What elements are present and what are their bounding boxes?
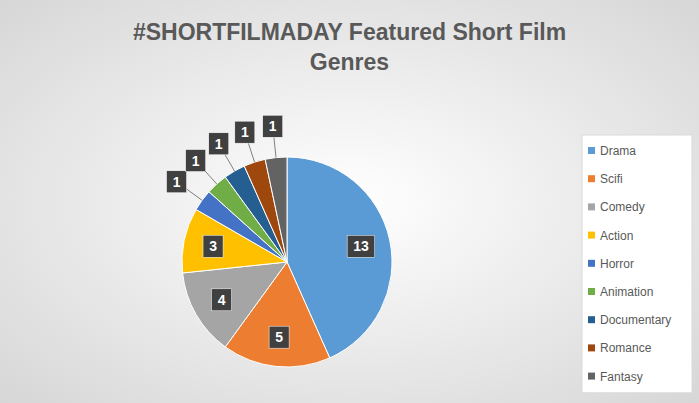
data-label: 1 xyxy=(241,124,249,140)
leader-line xyxy=(248,143,254,162)
legend-box xyxy=(582,135,692,393)
data-label-box xyxy=(263,115,283,137)
legend-swatch xyxy=(588,373,595,380)
data-label-box xyxy=(212,289,232,311)
data-label-box xyxy=(186,150,206,172)
legend-label: Drama xyxy=(600,144,636,158)
data-label-box xyxy=(235,121,255,143)
data-label: 5 xyxy=(275,329,283,345)
legend: Drama Scifi Comedy Action Horror Animation Doc… xyxy=(582,135,692,393)
legend-swatch xyxy=(588,288,595,295)
legend-swatch xyxy=(588,232,595,239)
legend-swatch xyxy=(588,147,595,154)
data-label-box xyxy=(209,133,229,155)
legend-label: Horror xyxy=(600,257,634,271)
legend-label: Comedy xyxy=(600,200,645,214)
data-label: 1 xyxy=(215,136,223,152)
title: #SHORTFILMADAY Featured Short FilmGenres xyxy=(133,19,566,75)
legend-swatch xyxy=(588,344,595,351)
legend-swatch xyxy=(588,260,595,267)
pie xyxy=(182,157,392,367)
chart: #SHORTFILMADAY Featured Short FilmGenres… xyxy=(0,0,699,403)
legend-swatch xyxy=(588,316,595,323)
data-label-box xyxy=(347,235,375,257)
data-label: 4 xyxy=(218,292,226,308)
data-label: 1 xyxy=(173,174,181,190)
background xyxy=(0,0,699,403)
legend-swatch xyxy=(588,203,595,210)
legend-label: Scifi xyxy=(600,172,623,186)
legend-label: Documentary xyxy=(600,313,671,327)
legend-label: Animation xyxy=(600,285,653,299)
legend-label: Action xyxy=(600,229,633,243)
data-labels: 1354311111 xyxy=(167,115,375,348)
data-label: 1 xyxy=(269,118,277,134)
data-label-box xyxy=(269,326,289,348)
data-label: 13 xyxy=(353,238,369,254)
leader-line xyxy=(224,153,234,171)
legend-label: Fantasy xyxy=(600,370,643,384)
leader-line xyxy=(185,188,202,200)
leader-line xyxy=(274,137,276,157)
slice xyxy=(265,157,287,262)
data-label: 1 xyxy=(192,153,200,169)
legend-swatch xyxy=(588,175,595,182)
data-label: 3 xyxy=(209,238,217,254)
data-label-box xyxy=(203,235,223,257)
legend-label: Romance xyxy=(600,341,652,355)
data-label-box xyxy=(167,171,187,193)
